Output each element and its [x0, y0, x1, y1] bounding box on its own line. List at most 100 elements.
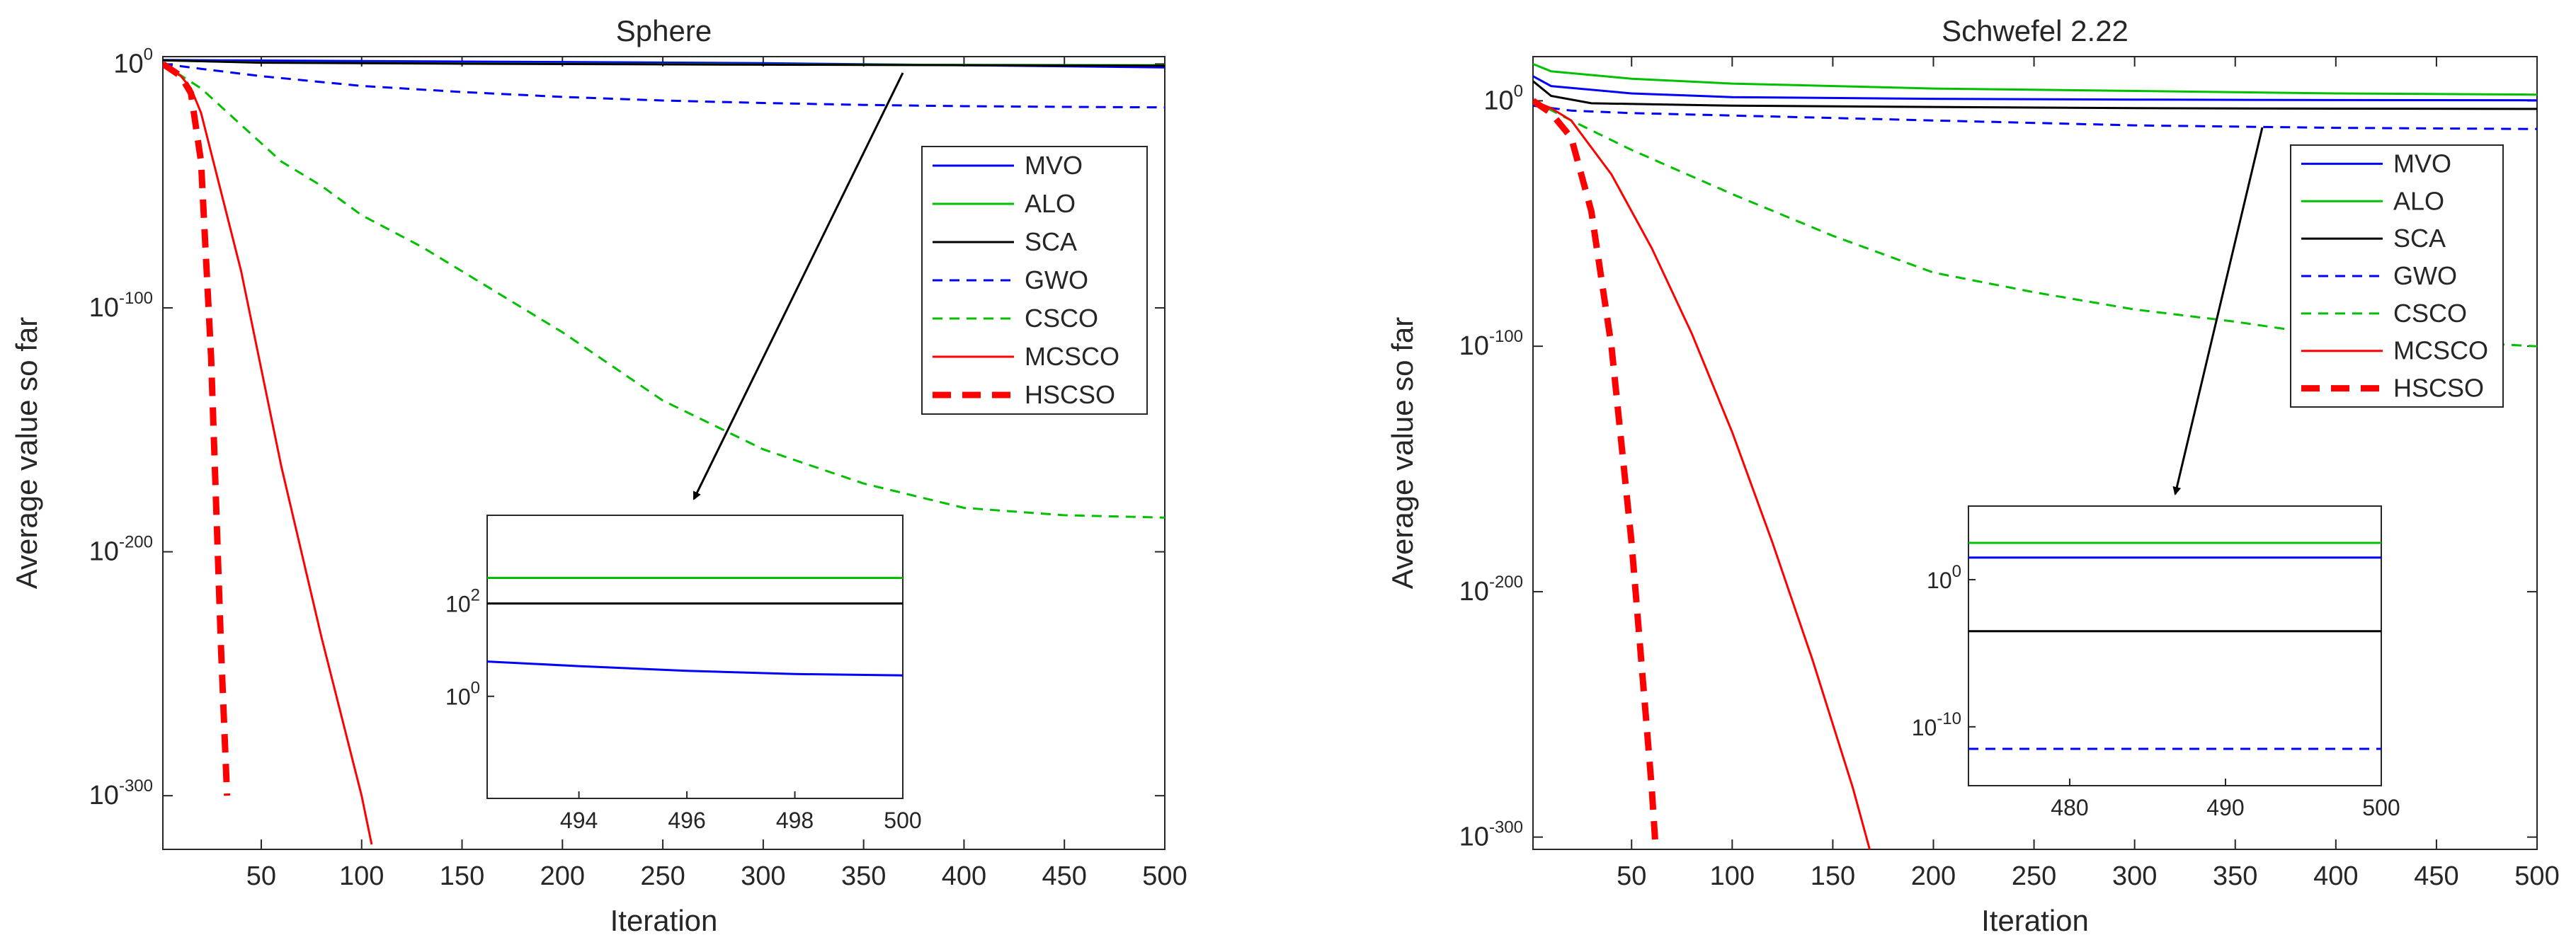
x-tick-label: 450: [1042, 861, 1087, 891]
y-tick-exponent: -100: [1489, 327, 1523, 346]
x-tick-label: 250: [640, 861, 685, 891]
inset-y-tick-label: 100: [1927, 562, 1961, 593]
legend-label-mcsco: MCSCO: [1025, 342, 1119, 371]
x-tick-label: 400: [942, 861, 986, 891]
legend-label-hscso: HSCSO: [2393, 374, 2484, 403]
y-tick-exponent: -200: [119, 533, 153, 552]
legend: MVO ALO SCA GWO CSCO MCSCO HSCSO: [2290, 144, 2504, 408]
inset-plot-area: [1968, 505, 2382, 786]
series-line-sca: [1533, 80, 2537, 110]
y-tick-base: 10: [1483, 86, 1513, 115]
inset-x-tick-label: 496: [668, 808, 705, 833]
x-tick-label: 350: [2213, 861, 2257, 891]
y-tick-exponent: 0: [1514, 81, 1523, 101]
legend-label-gwo: GWO: [1025, 265, 1088, 294]
series-line-gwo: [163, 62, 1165, 109]
x-tick-label: 200: [1911, 861, 1956, 891]
zoom-arrow: [693, 72, 904, 500]
chart-title: Schwefel 2.22: [1942, 14, 2128, 47]
legend-label-sca: SCA: [1025, 227, 1077, 256]
x-tick-label: 300: [2112, 861, 2157, 891]
zoom-arrow: [2172, 127, 2264, 495]
inset-series-line-mvo: [487, 660, 903, 677]
x-tick-label: 200: [540, 861, 585, 891]
inset-x-tick-label: 490: [2206, 795, 2244, 820]
legend-label-mvo: MVO: [1025, 151, 1083, 180]
x-tick-label: 500: [2514, 861, 2559, 891]
y-tick-base: 10: [1459, 331, 1489, 361]
inset-series-group: [1968, 541, 2381, 750]
inset-y-tick-label: 102: [445, 586, 480, 617]
y-tick-label: 100: [1483, 81, 1523, 115]
y-tick-label: 10-200: [1459, 573, 1523, 607]
y-tick-exponent: -300: [1489, 818, 1523, 837]
y-tick-exponent: 0: [144, 45, 153, 64]
y-axis-label: Average value so far: [1386, 317, 1419, 589]
legend-label-csco: CSCO: [2393, 299, 2467, 328]
y-tick-label: 100: [113, 45, 153, 79]
legend-label-csco: CSCO: [1025, 304, 1098, 333]
y-tick-label: 10-200: [89, 533, 153, 567]
series-line-mcsco: [163, 63, 373, 845]
x-tick-label: 450: [2414, 861, 2458, 891]
inset-y-tick-exponent: -10: [1937, 709, 1961, 728]
inset-y-tick-exponent: 0: [1952, 562, 1961, 581]
x-tick-label: 400: [2313, 861, 2358, 891]
chart-title: Sphere: [616, 14, 712, 47]
legend-label-gwo: GWO: [2393, 261, 2457, 290]
y-tick-label: 10-300: [1459, 818, 1523, 852]
inset-y-tick-exponent: 2: [471, 586, 480, 605]
series-line-alo: [1533, 63, 2537, 96]
inset-x-tick-label: 500: [2362, 795, 2400, 820]
y-tick-label: 10-100: [89, 289, 153, 323]
y-tick-base: 10: [1459, 822, 1489, 852]
inset-y-tick-exponent: 0: [471, 679, 480, 698]
y-tick-exponent: -100: [119, 289, 153, 308]
series-line-mcsco: [1533, 100, 1871, 849]
inset-x-tick-label: 480: [2051, 795, 2088, 820]
inset-y-tick-base: 10: [445, 592, 471, 617]
x-tick-label: 50: [1617, 861, 1646, 891]
legend-label-mcsco: MCSCO: [2393, 336, 2488, 365]
y-tick-label: 10-100: [1459, 327, 1523, 361]
x-tick-label: 350: [841, 861, 886, 891]
inset-y-tick-base: 10: [1927, 568, 1952, 593]
y-tick-base: 10: [89, 537, 119, 567]
series-line-hscso: [163, 61, 231, 796]
y-tick-exponent: -200: [1489, 573, 1523, 592]
inset-y-tick-base: 10: [1912, 715, 1937, 740]
y-tick-base: 10: [1459, 577, 1489, 607]
inset-y-tick-label: 10-10: [1912, 709, 1961, 740]
x-tick-label: 250: [2012, 861, 2056, 891]
inset-x-tick-label: 494: [560, 808, 598, 833]
series-group: [163, 59, 1165, 845]
inset-y-tick-base: 10: [445, 684, 471, 710]
legend-label-alo: ALO: [1025, 189, 1076, 218]
inset-plot-area: [486, 515, 904, 799]
x-tick-label: 100: [1710, 861, 1755, 891]
legend-label-sca: SCA: [2393, 224, 2446, 253]
legend: MVO ALO SCA GWO CSCO MCSCO HSCSO: [921, 146, 1148, 415]
inset-x-tick-label: 500: [884, 808, 921, 833]
inset-x-tick-label: 498: [776, 808, 814, 833]
legend-label-alo: ALO: [2393, 186, 2444, 215]
series-line-hscso: [1533, 98, 1659, 849]
y-tick-base: 10: [89, 781, 119, 810]
series-line-csco: [163, 63, 1165, 519]
x-tick-label: 150: [440, 861, 484, 891]
legend-label-hscso: HSCSO: [1025, 380, 1115, 409]
inset-series-group: [487, 577, 903, 677]
x-tick-label: 300: [741, 861, 785, 891]
series-line-sca: [163, 59, 1165, 67]
y-tick-label: 10-300: [89, 776, 153, 810]
x-axis-label: Iteration: [610, 904, 718, 937]
x-tick-label: 50: [246, 861, 276, 891]
series-line-mvo: [1533, 75, 2537, 102]
y-tick-exponent: -300: [119, 776, 153, 796]
x-axis-label: Iteration: [1981, 904, 2089, 937]
